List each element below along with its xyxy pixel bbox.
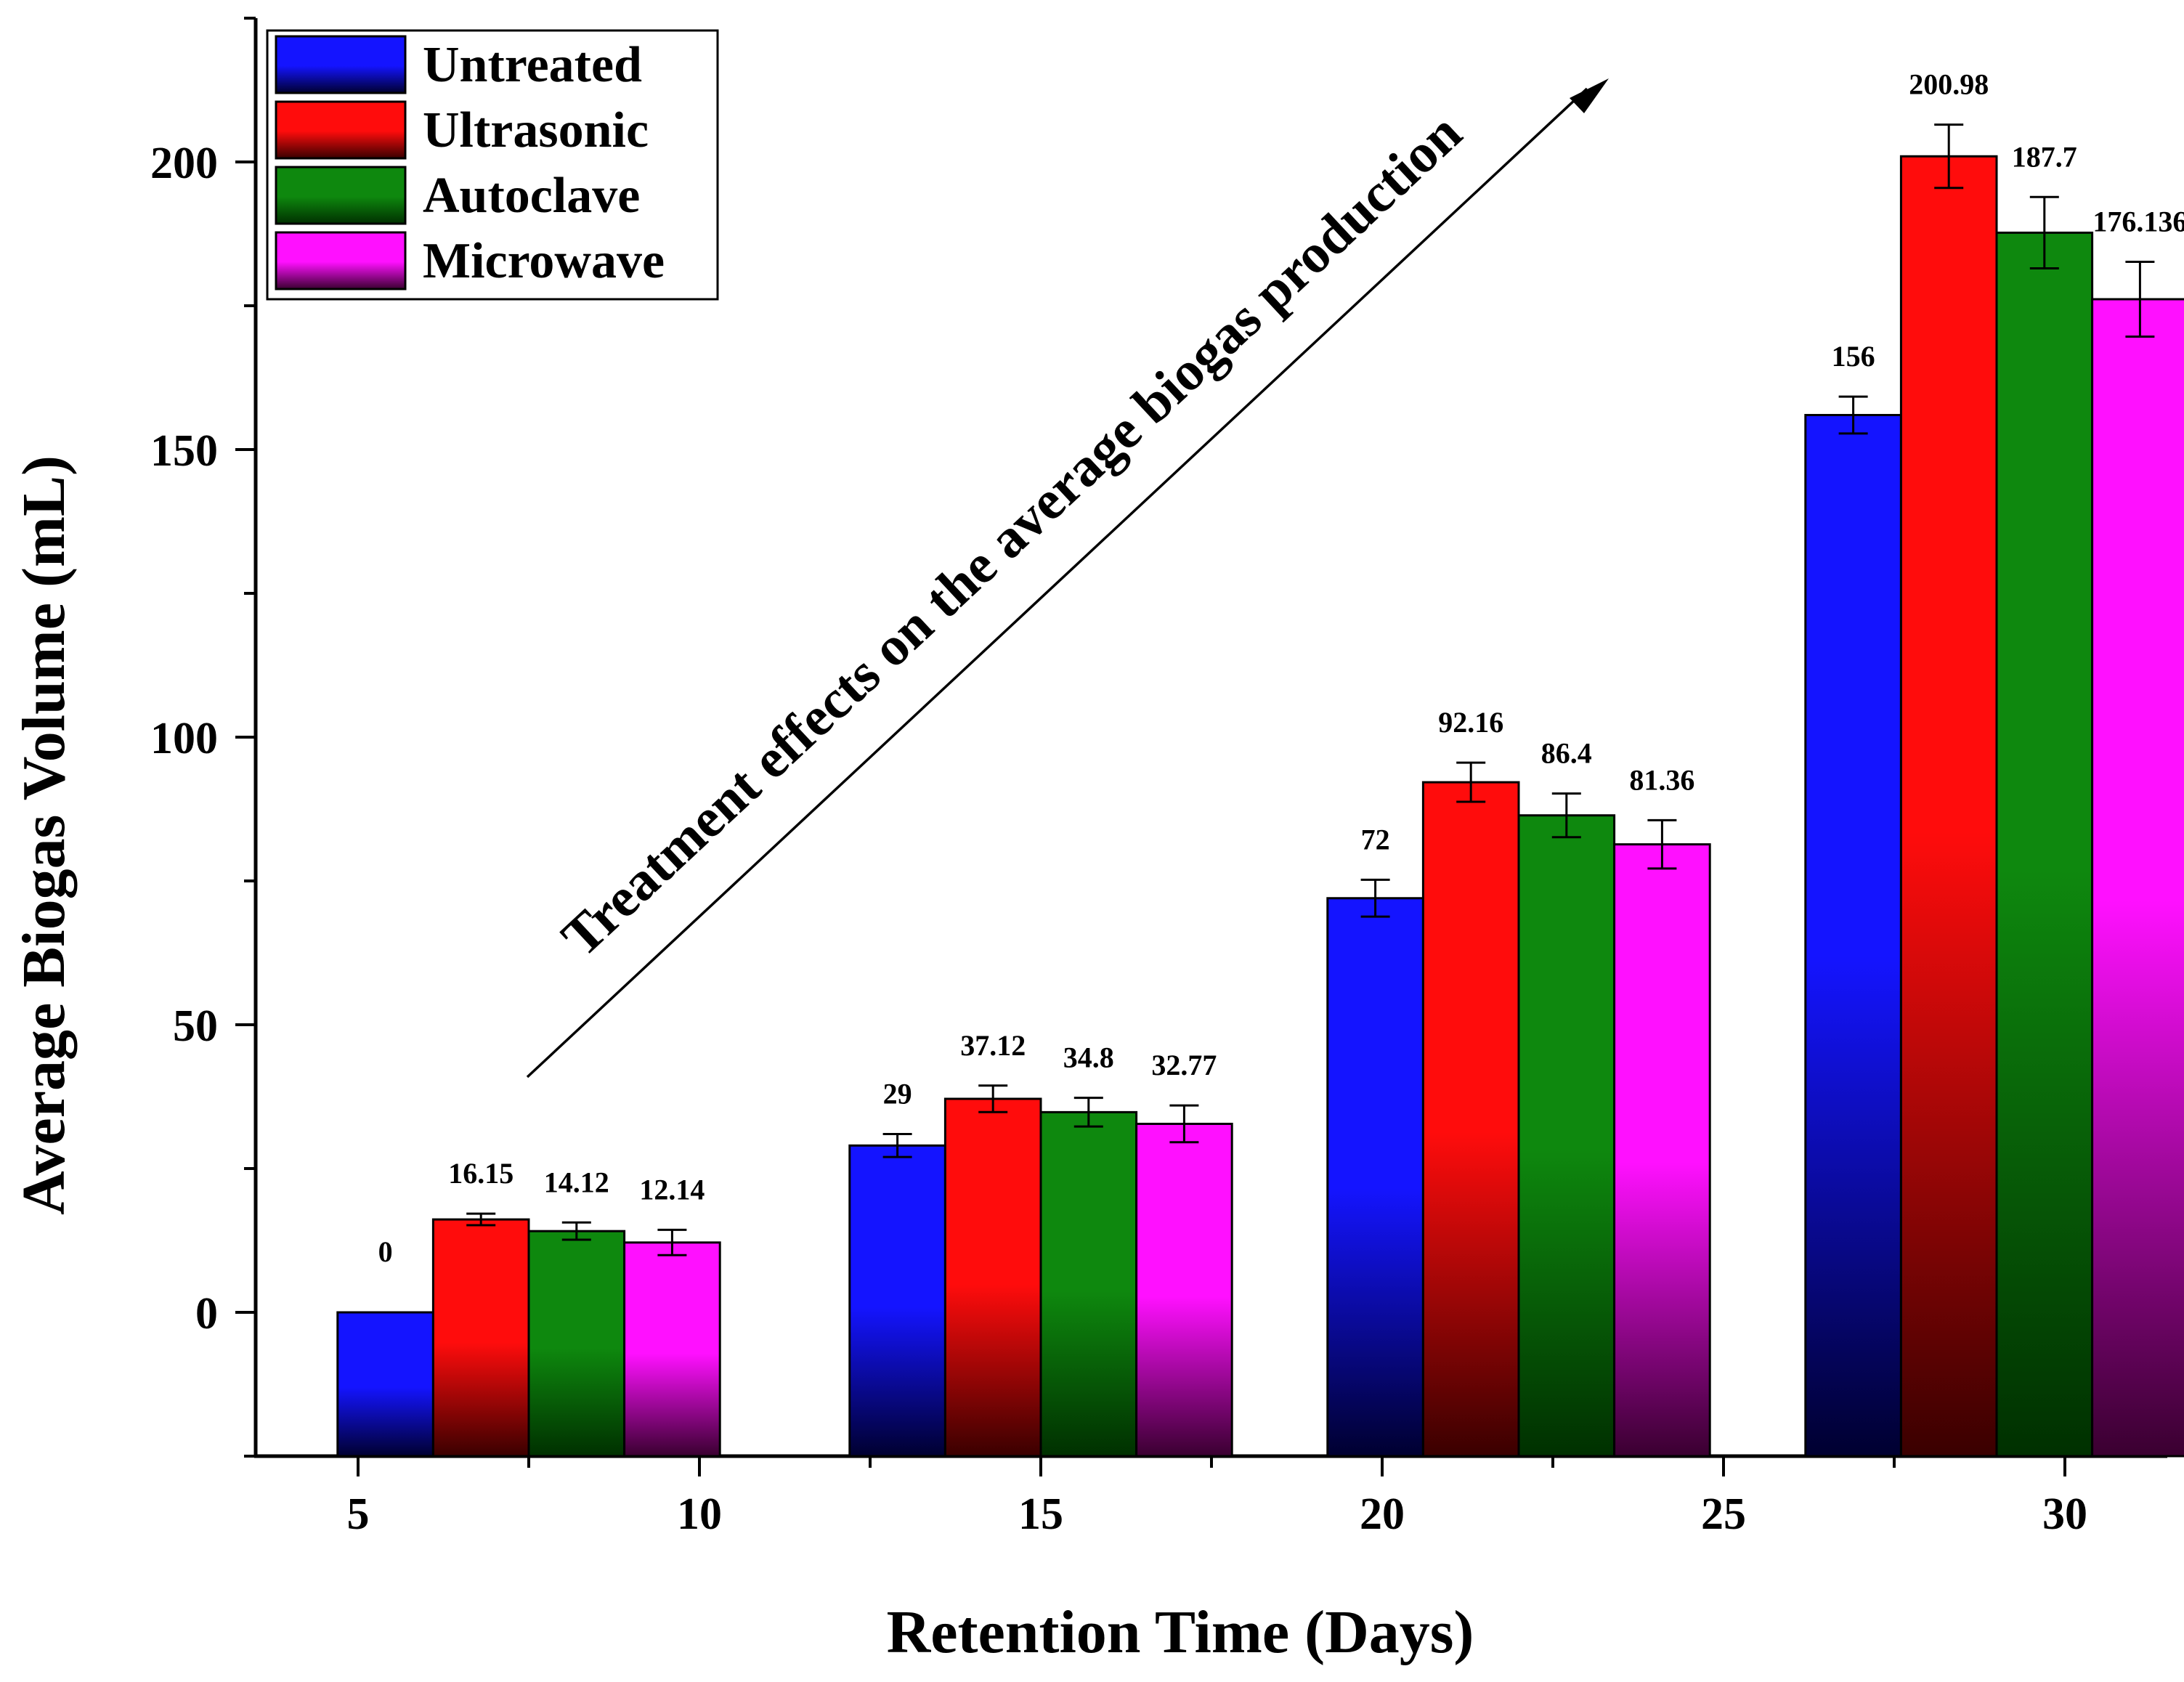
x-tick-label: 30 — [2042, 1490, 2087, 1539]
legend: Untreated Ultrasonic Autoclave Microwave — [266, 29, 719, 301]
bars-layer — [336, 155, 2184, 1458]
bar-untreated-5 — [336, 1311, 434, 1458]
data-label-autoclave-15: 34.8 — [1063, 1041, 1114, 1074]
bar-ultrasonic-15 — [943, 1097, 1042, 1458]
bar-untreated-20 — [1326, 897, 1424, 1458]
errorbar-untreated-30 — [1838, 395, 1868, 435]
legend-label-ultrasonic: Ultrasonic — [423, 102, 649, 158]
data-label-untreated-20: 72 — [1361, 823, 1390, 856]
x-tick-label: 20 — [1360, 1490, 1405, 1539]
data-label-ultrasonic-30: 200.98 — [1909, 68, 1989, 101]
errorbar-ultrasonic-20 — [1456, 761, 1486, 803]
errorbar-microwave-30 — [2125, 261, 2155, 338]
errorbar-microwave-20 — [1647, 818, 1677, 870]
data-label-untreated-5: 0 — [378, 1235, 393, 1268]
data-label-autoclave-5: 14.12 — [544, 1166, 609, 1198]
legend-label-untreated: Untreated — [423, 37, 642, 93]
trend-arrow-line — [526, 87, 1588, 1078]
bar-ultrasonic-5 — [431, 1218, 530, 1458]
y-tick-label: 50 — [173, 1002, 218, 1051]
errorbar-untreated-15 — [882, 1132, 912, 1158]
y-axis-title: Average Biogas Volume (mL) — [10, 455, 78, 1215]
errorbar-untreated-20 — [1360, 878, 1390, 918]
legend-swatch-ultrasonic — [275, 100, 407, 160]
data-label-microwave-5: 12.14 — [639, 1173, 705, 1206]
errorbar-microwave-5 — [657, 1228, 687, 1256]
legend-swatch-microwave — [275, 231, 407, 291]
legend-label-microwave: Microwave — [423, 233, 665, 289]
errorbars-layer — [466, 123, 2155, 1256]
errorbar-autoclave-5 — [561, 1221, 591, 1241]
legend-swatch-untreated — [275, 35, 407, 94]
x-tick-label: 15 — [1018, 1490, 1063, 1539]
errorbar-autoclave-20 — [1551, 792, 1581, 839]
y-tick-label: 100 — [150, 714, 218, 763]
data-label-autoclave-30: 187.7 — [2012, 140, 2077, 173]
errorbar-autoclave-30 — [2029, 195, 2059, 270]
x-axis-title: Retention Time (Days) — [887, 1598, 1474, 1666]
bar-autoclave-20 — [1517, 814, 1616, 1458]
y-tick-label: 150 — [150, 426, 218, 476]
bar-ultrasonic-30 — [1899, 155, 1998, 1458]
data-label-untreated-30: 156 — [1832, 340, 1875, 373]
bar-untreated-30 — [1804, 413, 1902, 1458]
data-label-microwave-20: 81.36 — [1629, 763, 1694, 796]
data-label-ultrasonic-5: 16.15 — [448, 1157, 513, 1190]
legend-label-autoclave: Autoclave — [423, 168, 640, 224]
y-tick-label: 0 — [195, 1289, 218, 1338]
data-labels-layer: 0 16.15 14.12 12.14 29 37.12 34.8 32.77 72 92.16 8… — [378, 68, 2184, 1268]
bar-microwave-15 — [1135, 1122, 1233, 1458]
trend-arrow-head — [1570, 78, 1609, 113]
data-label-autoclave-20: 86.4 — [1541, 737, 1592, 770]
bar-ultrasonic-20 — [1421, 781, 1520, 1458]
errorbar-autoclave-15 — [1073, 1097, 1103, 1128]
data-label-microwave-15: 32.77 — [1151, 1049, 1217, 1081]
bar-autoclave-30 — [1995, 231, 2094, 1458]
bar-microwave-20 — [1613, 843, 1711, 1458]
errorbar-ultrasonic-15 — [978, 1084, 1008, 1113]
errorbar-ultrasonic-5 — [466, 1212, 496, 1227]
bar-autoclave-15 — [1039, 1110, 1138, 1458]
x-tick-label: 5 — [347, 1490, 370, 1539]
data-label-microwave-30: 176.136 — [2092, 206, 2184, 238]
errorbar-ultrasonic-30 — [1934, 123, 1964, 190]
bar-autoclave-5 — [527, 1230, 626, 1458]
errorbar-microwave-15 — [1169, 1104, 1199, 1144]
bar-microwave-30 — [2091, 298, 2184, 1458]
bar-untreated-15 — [848, 1144, 946, 1458]
legend-swatch-autoclave — [275, 166, 407, 225]
data-label-ultrasonic-20: 92.16 — [1438, 706, 1503, 739]
data-label-ultrasonic-15: 37.12 — [960, 1029, 1026, 1062]
y-ticks-layer: 0 50 100 150 200 — [150, 17, 256, 1458]
x-tick-label: 10 — [677, 1490, 722, 1539]
x-ticks-layer: 5 10 15 20 25 30 — [347, 1456, 2087, 1539]
x-tick-label: 25 — [1701, 1490, 1746, 1539]
data-label-untreated-15: 29 — [883, 1077, 912, 1110]
y-tick-label: 200 — [150, 139, 218, 188]
bar-microwave-5 — [623, 1241, 721, 1458]
